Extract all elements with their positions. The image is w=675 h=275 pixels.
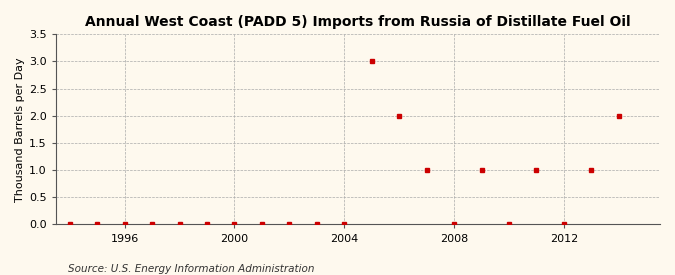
Y-axis label: Thousand Barrels per Day: Thousand Barrels per Day bbox=[15, 57, 25, 202]
Title: Annual West Coast (PADD 5) Imports from Russia of Distillate Fuel Oil: Annual West Coast (PADD 5) Imports from … bbox=[85, 15, 630, 29]
Text: Source: U.S. Energy Information Administration: Source: U.S. Energy Information Administ… bbox=[68, 264, 314, 274]
